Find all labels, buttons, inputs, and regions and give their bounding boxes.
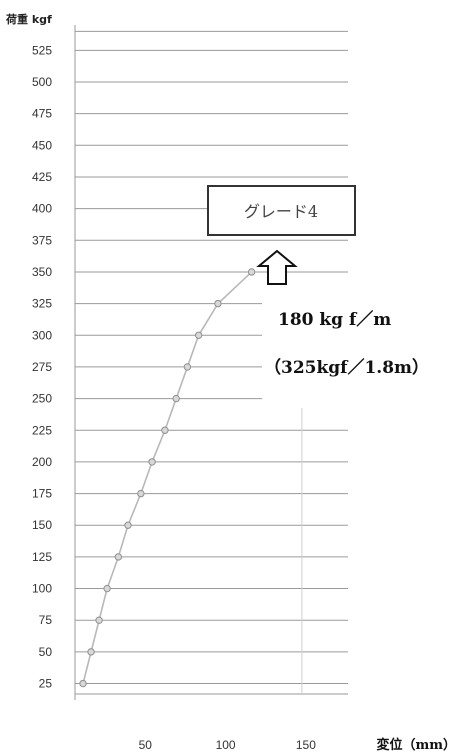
data-point: [114, 553, 123, 561]
y-tick-label: 100: [32, 582, 52, 596]
y-tick-label: 350: [32, 265, 52, 279]
y-axis-header: 荷重 kgf: [5, 12, 52, 26]
detail-label: （325kgf／1.8m）: [264, 357, 429, 378]
data-point: [194, 331, 203, 339]
x-tick-label: 50: [139, 738, 153, 752]
x-tick-label: 100: [216, 738, 236, 752]
y-tick-label: 225: [32, 423, 52, 437]
y-tick-label: 275: [32, 360, 52, 374]
y-tick-label: 250: [32, 392, 52, 406]
x-tick-labels: 50 100 150: [139, 738, 317, 752]
gridlines: [74, 25, 348, 700]
data-point: [183, 363, 192, 371]
y-tick-label: 375: [32, 233, 52, 247]
up-arrow-icon: [256, 249, 298, 285]
data-point: [172, 394, 180, 403]
data-point: [95, 616, 103, 624]
data-point: [247, 268, 256, 276]
x-tick-label: 150: [296, 738, 316, 752]
y-tick-label: 325: [32, 297, 52, 311]
y-tick-label: 125: [32, 550, 52, 564]
series-line-0: [82, 271, 253, 684]
data-point: [137, 489, 145, 498]
y-tick-label: 450: [32, 138, 52, 152]
data-point: [148, 458, 156, 466]
data-point: [79, 679, 87, 688]
data-point: [87, 648, 95, 656]
y-tick-label: 475: [32, 107, 52, 121]
x-axis-header: 変位（mm）: [376, 737, 456, 753]
y-tick-label: 425: [32, 170, 52, 184]
y-tick-label: 175: [32, 487, 52, 501]
data-point: [161, 426, 169, 434]
y-tick-label: 25: [39, 677, 53, 691]
grade-callout: グレード4: [207, 185, 356, 236]
y-tick-label: 300: [32, 328, 52, 342]
value-label: 180 kg f／m: [278, 309, 391, 330]
data-point: [124, 521, 132, 529]
y-tick-labels: 25 50 75 100 125 150 175 200 225 250 275 300 325 350 3…: [32, 43, 52, 690]
y-tick-label: 150: [32, 518, 52, 532]
data-point: [214, 299, 222, 308]
grade-box: [207, 185, 356, 236]
series-group: [79, 268, 256, 688]
y-tick-label: 50: [39, 645, 53, 659]
y-tick-label: 400: [32, 202, 52, 216]
data-point: [103, 584, 111, 593]
y-tick-label: 200: [32, 455, 52, 469]
y-tick-label: 500: [32, 75, 52, 89]
y-tick-label: 75: [39, 613, 53, 627]
y-tick-label: 525: [32, 43, 52, 57]
grade-label: グレード4: [244, 202, 318, 221]
annotation-backdrop: [262, 296, 467, 408]
